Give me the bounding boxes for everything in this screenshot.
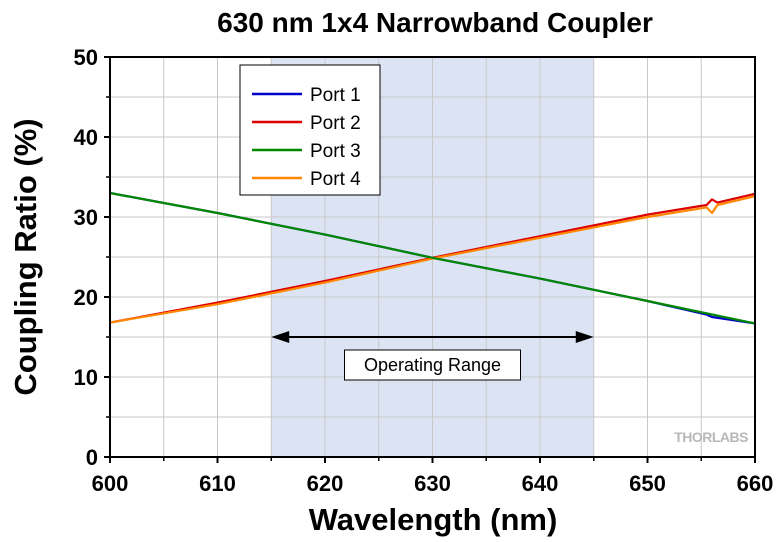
y-tick-label: 20 (74, 285, 98, 310)
series-line-port-3 (109, 191, 756, 325)
y-axis-label: Coupling Ratio (%) (8, 118, 43, 395)
y-tick-label: 40 (74, 125, 98, 150)
x-tick-label: 600 (92, 471, 129, 496)
y-tick-label: 0 (86, 445, 98, 470)
y-tick-label: 30 (74, 205, 98, 230)
y-tick-label: 50 (74, 45, 98, 70)
x-tick-label: 640 (522, 471, 559, 496)
series-line-port-2 (109, 192, 756, 324)
x-tick-label: 620 (307, 471, 344, 496)
x-axis-label: Wavelength (nm) (309, 502, 558, 537)
legend-label: Port 1 (310, 85, 361, 106)
x-tick-label: 610 (199, 471, 236, 496)
legend-label: Port 4 (310, 169, 361, 190)
series-lines (109, 191, 756, 325)
chart-title: 630 nm 1x4 Narrowband Coupler (217, 7, 653, 38)
axis-ticks: 600 610 620 630 640 650 660 0 10 20 30 40 50 (74, 45, 774, 496)
thorlabs-watermark: THORLABS (674, 429, 748, 445)
legend: Port 1 Port 2 Port 3 Port 4 (252, 85, 361, 190)
x-tick-label: 630 (414, 471, 451, 496)
operating-range-label: Operating Range (364, 355, 501, 375)
y-tick-label: 10 (74, 365, 98, 390)
operating-range-label-box (344, 349, 521, 381)
arrow-head-left (271, 331, 290, 343)
legend-label: Port 2 (310, 113, 361, 134)
x-tick-label: 660 (737, 471, 774, 496)
operating-range-arrow (271, 331, 594, 343)
series-line-port-4 (109, 195, 756, 324)
legend-box (239, 64, 381, 196)
x-tick-label: 650 (629, 471, 666, 496)
legend-label: Port 3 (310, 141, 361, 162)
arrow-head-right (575, 331, 594, 343)
